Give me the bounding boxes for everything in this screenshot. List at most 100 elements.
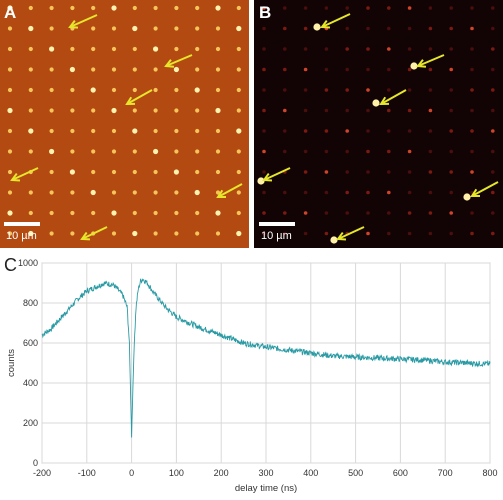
emitter-dot	[449, 108, 453, 113]
emitter-dot	[49, 108, 54, 113]
arrow-head	[416, 59, 427, 68]
emitter-dot	[387, 26, 391, 31]
emitter-dot	[153, 5, 158, 11]
emitter-dot	[283, 67, 287, 72]
emitter-dot	[324, 211, 329, 215]
emitter-dot	[366, 231, 370, 236]
emitter-dot	[70, 46, 75, 52]
emitter-dot	[49, 190, 54, 195]
emitter-dot	[449, 170, 453, 174]
emitter-dot	[262, 170, 266, 174]
emitter-dot	[345, 26, 349, 31]
arrow-shaft	[263, 167, 291, 181]
emitter-dot	[303, 149, 308, 154]
y-tick-label: 0	[33, 458, 38, 468]
emitter-dot	[428, 88, 433, 92]
emitter-dot	[111, 26, 117, 31]
emitter-dot	[215, 231, 221, 236]
panel-b-scale-bar	[259, 222, 295, 226]
emitter-dot	[7, 210, 13, 216]
emitter-dot	[366, 170, 370, 174]
emitter-dot	[236, 108, 241, 113]
panel-c-label: C	[4, 255, 17, 275]
emitter-dot	[111, 128, 117, 134]
emitter-dot	[428, 170, 433, 174]
emitter-dot	[366, 67, 370, 72]
emitter-dot	[407, 88, 412, 92]
emitter-dot	[236, 190, 241, 195]
x-tick-label: 600	[393, 468, 408, 478]
emitter-dot	[132, 128, 138, 134]
emitter-dot	[174, 190, 179, 195]
emitter-dot	[366, 26, 370, 31]
emitter-dot	[262, 88, 266, 92]
panel-a-image: A 10 µm	[0, 0, 249, 248]
emitter-dot	[283, 190, 287, 195]
emitter-dot	[195, 46, 200, 52]
emitter-dot	[28, 5, 33, 11]
emitter-dot	[215, 169, 221, 175]
emitter-dot	[111, 67, 117, 72]
emitter-dot	[491, 170, 495, 174]
emitter-dot	[366, 190, 370, 195]
emitter-dot	[49, 46, 55, 52]
emitter-dot	[262, 231, 266, 236]
emitter-dot	[387, 47, 391, 51]
emitter-dot	[7, 67, 13, 72]
emitter-dot	[303, 47, 308, 51]
emitter-dot	[324, 149, 329, 154]
x-tick-label: 700	[438, 468, 453, 478]
emitter-dot	[174, 5, 179, 11]
emitter-dot	[195, 210, 200, 216]
emitter-dot	[7, 87, 13, 93]
arrow-head	[470, 188, 481, 198]
emitter-dot	[153, 128, 158, 134]
emitter-dot	[407, 108, 412, 113]
emitter-dot	[70, 149, 75, 154]
yellow-arrow	[125, 89, 153, 106]
emitter-dot	[236, 87, 241, 93]
emitter-dot	[91, 67, 96, 72]
emitter-dot	[449, 211, 453, 215]
y-tick-label: 400	[23, 378, 38, 388]
arrow-shaft	[337, 226, 365, 240]
emitter-dot	[449, 129, 453, 133]
emitter-dot	[70, 87, 75, 93]
emitter-dot	[28, 230, 34, 237]
emitter-dot	[366, 47, 370, 51]
emitter-dot	[491, 190, 495, 195]
emitter-dot	[236, 25, 242, 32]
y-tick-label: 600	[23, 338, 38, 348]
emitter-dot	[470, 26, 474, 31]
emitter-dot	[324, 190, 329, 195]
emitter-dot	[173, 169, 179, 175]
bright-emitter	[257, 177, 265, 185]
emitter-dot	[345, 6, 349, 10]
emitter-dot	[153, 26, 158, 31]
yellow-arrow	[416, 54, 445, 68]
emitter-dot	[70, 190, 75, 195]
emitter-dot	[407, 149, 412, 154]
x-tick-label: 200	[214, 468, 229, 478]
emitter-dot	[132, 230, 138, 237]
emitter-dot	[303, 6, 308, 10]
emitter-dot	[303, 170, 308, 174]
emitter-dot	[449, 6, 453, 10]
emitter-dot	[428, 190, 433, 195]
emitter-dot	[194, 189, 200, 196]
emitter-dot	[49, 67, 54, 72]
emitter-dot	[470, 47, 474, 51]
emitter-dot	[449, 26, 453, 31]
emitter-dot	[7, 149, 13, 154]
emitter-dot	[195, 108, 200, 113]
emitter-dot	[111, 169, 117, 175]
y-tick-label: 800	[23, 298, 38, 308]
emitter-dot	[345, 190, 349, 195]
x-tick-label: -100	[78, 468, 96, 478]
emitter-dot	[153, 108, 158, 113]
panel-b-scale-label: 10 µm	[261, 230, 292, 242]
emitter-dot	[70, 108, 75, 113]
emitter-dot	[236, 169, 241, 175]
emitter-dot	[283, 149, 287, 154]
bright-emitter	[330, 236, 338, 244]
